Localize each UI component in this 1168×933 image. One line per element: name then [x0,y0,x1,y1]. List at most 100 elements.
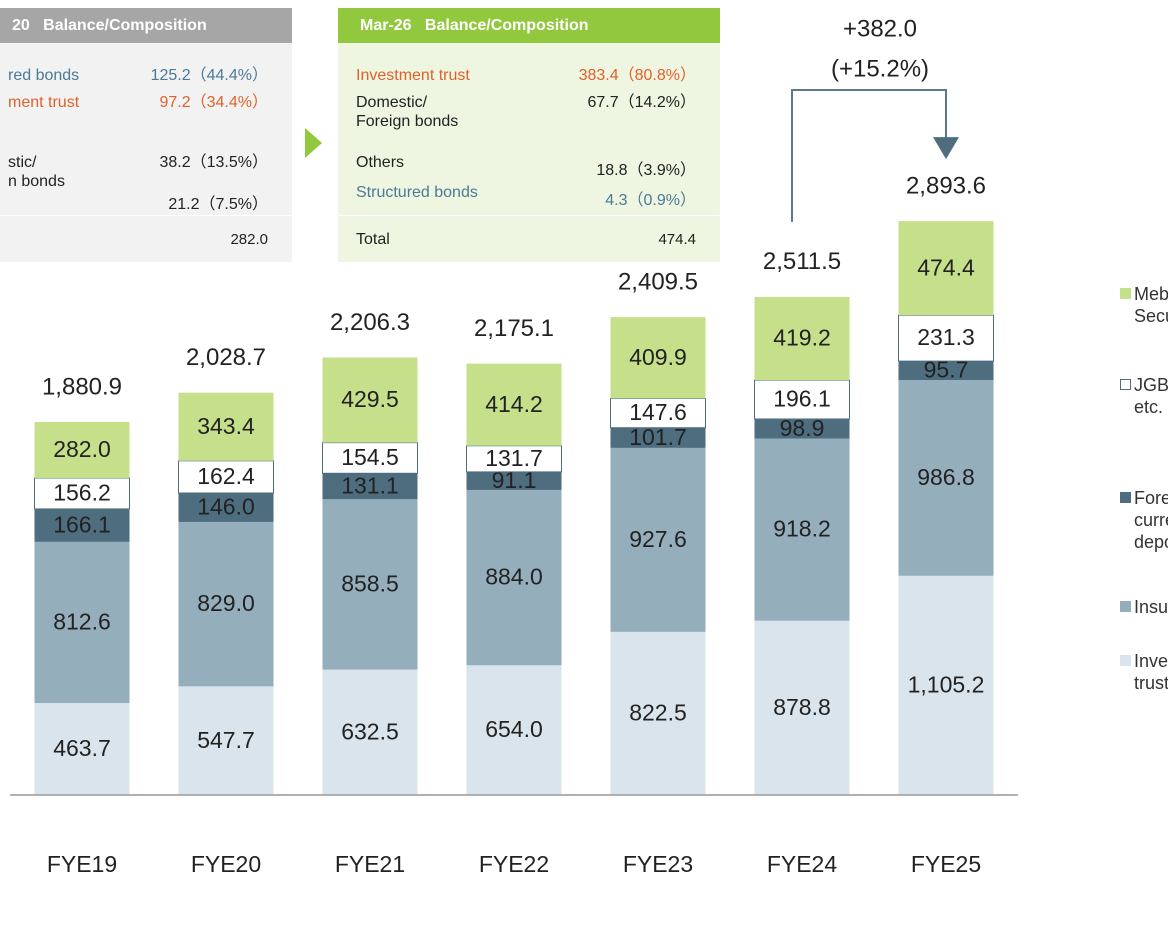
x-tick-label: FYE20 [191,851,261,877]
row-value: 4.3（0.9%） [605,192,696,209]
bar-segment [178,392,274,461]
segment-label: 878.8 [773,694,831,720]
bar-segment [322,473,418,500]
segment-label: 156.2 [53,480,111,506]
row-label: Investment trust [356,67,470,84]
total-label: 2,028.7 [186,344,266,371]
segment-label: 282.0 [53,436,111,462]
segment-label: 419.2 [773,325,831,351]
bar-segment [898,361,994,381]
bar-segment [178,492,274,522]
segment-label: 166.1 [53,511,111,537]
bar-segment [898,314,994,362]
segment-label: 822.5 [629,700,687,726]
segment-label: 409.9 [629,344,687,370]
legend-swatch [1120,379,1131,390]
bar-segment [898,380,994,576]
legend-label: JGB etc. [1134,375,1168,417]
bar-segment [322,669,418,795]
segment-label: 547.7 [197,727,255,753]
segment-label: 463.7 [53,735,111,761]
total-label: Total [356,231,390,248]
legend-swatch [1120,601,1131,612]
bar-segment [322,357,418,443]
x-tick-label: FYE25 [911,851,981,877]
row-label: ment trust [8,94,80,111]
bar-segment [610,317,706,399]
segment-label: 812.6 [53,609,111,635]
segment-label: 986.8 [917,464,975,490]
bar-segment [34,508,130,542]
table-header: 20 Balance/Composition [0,8,292,43]
bar-segment [322,499,418,670]
bar-segment [754,296,850,381]
composition-table: Mar-26 Balance/Composition Investment tru… [338,8,720,262]
row-label: red bonds [8,67,80,84]
total-separator [338,215,720,216]
segment-label: 1,105.2 [908,671,985,697]
bar-segment [898,221,994,316]
segment-label: 231.3 [917,324,975,350]
bar-segment [754,438,850,621]
total-label: 1,880.9 [42,373,122,400]
segment-label: 131.1 [341,472,399,498]
segment-label: 147.6 [629,399,687,425]
change-bracket [791,89,947,222]
total-label: 2,409.5 [618,268,698,295]
bar-segment [754,418,850,439]
x-tick-label: FYE23 [623,851,693,877]
legend-label: Foreign currency deposits [1134,488,1168,552]
segment-label: 918.2 [773,516,831,542]
table-header: Mar-26 Balance/Composition [338,8,720,43]
row-value: 67.7（14.2%） [587,94,696,111]
total-value: 282.0 [230,231,268,248]
segment-label: 829.0 [197,590,255,616]
legend-label: Mebuki Securities [1134,284,1168,326]
bar-segment [466,489,562,666]
row-value: 21.2（7.5%） [168,196,268,213]
segment-label: 927.6 [629,526,687,552]
arrow-right [305,128,322,158]
segment-label: 414.2 [485,391,543,417]
legend-swatch [1120,492,1131,503]
row-label: Structured bonds [356,184,478,201]
change-arrow [933,137,959,160]
total-value: 474.4 [658,231,696,248]
row-label: stic/ n bonds [8,154,65,190]
total-label: 2,206.3 [330,309,410,336]
x-tick-label: FYE21 [335,851,405,877]
bar-segment [754,620,850,795]
bar-segment [34,422,130,478]
bar-segment [178,686,274,795]
bar-segment [34,541,130,704]
bar-segment [178,521,274,687]
row-value: 18.8（3.9%） [596,162,696,179]
bar-segment [34,703,130,795]
change-percent: (+15.2%) [831,55,929,82]
total-separator [0,215,292,216]
segment-label: 154.5 [341,444,399,470]
x-tick-label: FYE19 [47,851,117,877]
segment-label: 632.5 [341,718,399,744]
bar-segment [610,427,706,448]
bar-segment [466,363,562,446]
total-label: 2,893.6 [906,172,986,199]
total-label: 2,175.1 [474,315,554,342]
segment-label: 343.4 [197,413,255,439]
bar-segment [466,471,562,490]
row-value: 383.4（80.8%） [578,67,696,84]
segment-label: 196.1 [773,386,831,412]
row-value: 125.2（44.4%） [150,67,268,84]
legend-swatch [1120,288,1131,299]
row-label: Domestic/ Foreign bonds [356,94,459,130]
row-value: 97.2（34.4%） [159,94,268,111]
legend-swatch [1120,655,1131,666]
composition-table: 20 Balance/Composition red bonds 125.2（44.… [0,8,292,262]
segment-label: 884.0 [485,564,543,590]
bar-segment [466,445,562,473]
bar-segment [898,575,994,795]
legend-label: Insurance [1134,597,1168,617]
segment-label: 146.0 [197,494,255,520]
